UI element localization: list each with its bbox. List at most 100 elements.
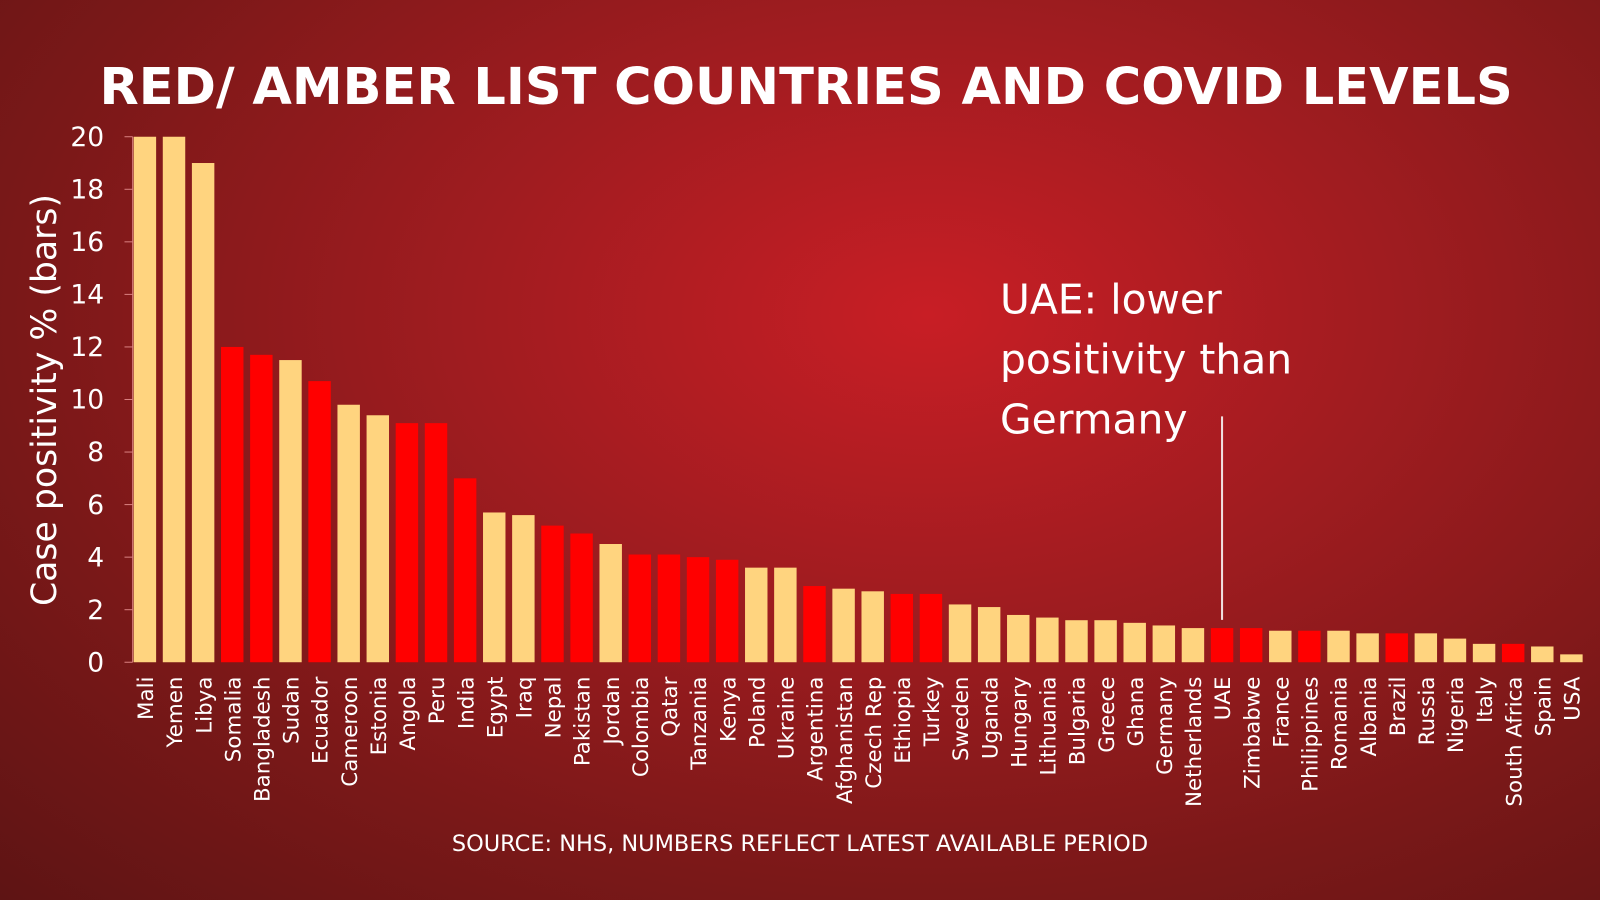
x-tick-label: Yemen <box>163 677 188 749</box>
bar-cameroon <box>337 404 360 663</box>
x-tick-label: Ghana <box>1124 677 1149 747</box>
bar-libya <box>191 163 215 663</box>
bar-tanzania <box>686 557 710 663</box>
bar-estonia <box>366 415 390 663</box>
bar-spain <box>1531 646 1554 663</box>
x-tick-label: Uganda <box>978 677 1003 760</box>
x-tick-label: Qatar <box>658 676 683 736</box>
y-tick-label: 2 <box>87 595 104 626</box>
x-tick-label: Ecuador <box>309 676 334 764</box>
bar-romania <box>1327 630 1350 663</box>
bar-argentina <box>803 586 826 663</box>
y-tick-label: 20 <box>70 122 104 153</box>
y-tick-label: 10 <box>70 385 104 416</box>
bar-nigeria <box>1443 638 1467 663</box>
annotation-line-3: Germany <box>1000 396 1188 444</box>
bar-peru <box>424 423 448 663</box>
x-tick-label: Russia <box>1415 677 1440 746</box>
x-tick-label: Ukraine <box>775 677 800 760</box>
x-tick-label: Iraq <box>513 677 538 719</box>
bar-iraq <box>512 515 535 663</box>
x-tick-label: Netherlands <box>1182 677 1207 808</box>
bar-uganda <box>977 607 1001 663</box>
y-tick-label: 4 <box>87 542 104 573</box>
x-tick-label: Estonia <box>367 677 392 756</box>
bar-italy <box>1472 643 1496 663</box>
bar-russia <box>1414 633 1438 663</box>
x-tick-label: Kenya <box>716 677 741 743</box>
x-tick-label: South Africa <box>1502 677 1527 807</box>
bar-lithuania <box>1036 617 1059 663</box>
bar-germany <box>1152 625 1176 663</box>
y-tick-label: 8 <box>87 437 104 468</box>
bar-ecuador <box>308 381 331 663</box>
x-tick-label: UAE <box>1211 677 1236 721</box>
x-tick-label: Pakistan <box>571 677 596 767</box>
x-tick-label: Germany <box>1153 676 1178 775</box>
bar-egypt <box>483 512 506 663</box>
x-tick-label: Poland <box>745 677 770 748</box>
bar-zimbabwe <box>1239 628 1263 663</box>
x-tick-label: Angola <box>396 677 421 751</box>
bar-sweden <box>948 604 972 663</box>
bar-uae <box>1210 628 1234 663</box>
bar-india <box>453 478 477 663</box>
x-tick-label: Philippines <box>1299 677 1324 792</box>
annotation-line-2: positivity than <box>1000 335 1292 383</box>
x-tick-label: Brazil <box>1386 677 1411 737</box>
chart-title: RED/ AMBER LIST COUNTRIES AND COVID LEVE… <box>99 58 1512 117</box>
bar-poland <box>745 567 768 663</box>
bar-ukraine <box>774 567 797 663</box>
x-tick-label: Mali <box>134 677 159 720</box>
x-tick-label: Egypt <box>483 677 508 739</box>
x-tick-label: Peru <box>425 677 450 725</box>
bar-ethiopia <box>890 593 914 663</box>
bar-kenya <box>715 559 739 663</box>
bar-france <box>1269 630 1292 663</box>
bar-ghana <box>1123 622 1146 663</box>
bar-hungary <box>1007 614 1030 663</box>
x-tick-label: Tanzania <box>687 677 712 771</box>
x-tick-label: Jordan <box>600 677 625 747</box>
x-tick-label: Hungary <box>1007 676 1032 768</box>
bar-brazil <box>1385 633 1408 663</box>
x-tick-label: Argentina <box>804 677 829 781</box>
bar-yemen <box>162 136 186 663</box>
bar-afghanistan <box>832 588 855 663</box>
y-tick-label: 14 <box>70 280 104 311</box>
bar-pakistan <box>570 533 593 663</box>
bar-czech-rep <box>861 591 884 663</box>
x-tick-label: France <box>1269 677 1294 748</box>
y-tick-label: 16 <box>70 227 104 258</box>
x-tick-label: USA <box>1561 676 1586 721</box>
y-axis-label: Case positivity % (bars) <box>25 194 65 606</box>
y-tick-label: 12 <box>70 332 104 363</box>
bar-jordan <box>599 544 622 663</box>
bar-bulgaria <box>1065 620 1088 663</box>
bar-usa <box>1560 654 1583 663</box>
bar-sudan <box>279 360 302 663</box>
x-tick-label: Cameroon <box>338 677 363 787</box>
x-tick-label: Turkey <box>920 676 945 747</box>
x-tick-label: Ethiopia <box>891 677 916 764</box>
x-tick-label: Czech Rep <box>862 677 887 789</box>
x-tick-label: Nepal <box>542 677 567 739</box>
bar-colombia <box>628 554 652 663</box>
bar-albania <box>1356 633 1379 663</box>
x-tick-label: Lithuania <box>1037 677 1062 776</box>
bar-somalia <box>221 346 244 663</box>
x-tick-label: Nigeria <box>1444 677 1469 754</box>
bar-mali <box>133 136 157 663</box>
x-tick-label: Colombia <box>629 677 654 778</box>
x-tick-label: Albania <box>1357 677 1382 757</box>
y-tick-label: 18 <box>70 174 104 205</box>
bar-netherlands <box>1181 628 1205 663</box>
x-tick-label: Somalia <box>221 677 246 763</box>
bar-qatar <box>657 554 681 663</box>
x-tick-label: Afghanistan <box>833 677 858 804</box>
bar-philippines <box>1298 630 1321 663</box>
x-tick-label: Greece <box>1095 677 1120 753</box>
bar-nepal <box>541 525 564 663</box>
annotation-line-1: UAE: lower <box>1000 275 1222 323</box>
